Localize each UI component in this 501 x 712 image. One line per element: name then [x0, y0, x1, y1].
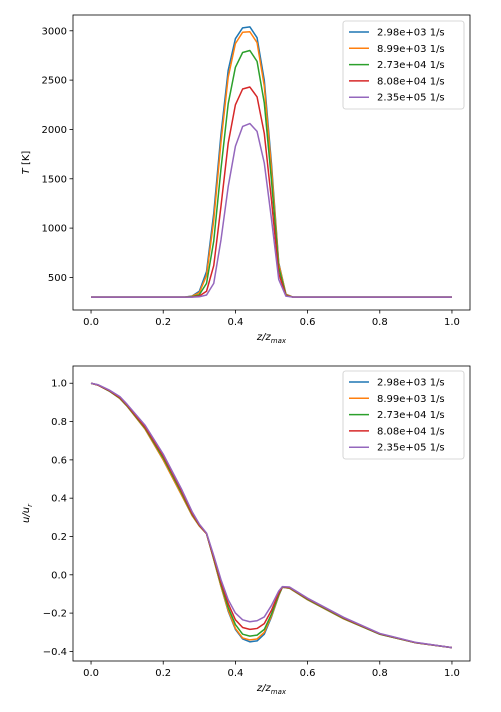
y-tick-label: −0.4: [43, 647, 67, 658]
x-axis-label: z/zmax: [256, 683, 287, 696]
temperature-chart: 0.0 0.2 0.4 0.6 0.8 1.0 500 1000 1500 2000 2500 300…: [21, 14, 471, 345]
legend: 2.98e+03 1/s 8.99e+03 1/s 2.73e+04 1/s 8.08…: [342, 20, 465, 110]
legend-entry: 2.35e+05 1/s: [377, 443, 445, 454]
plot-frame: [72, 365, 471, 662]
y-tick-label: 0.6: [51, 455, 67, 466]
velocity-chart: 0.0 0.2 0.4 0.6 0.8 1.0 −0.4 −0.2 0.0 0.2 0.4 0.6 0.…: [21, 365, 471, 696]
series-line-4: [90, 382, 453, 649]
legend-entry: 8.99e+03 1/s: [377, 394, 445, 405]
x-tick-label: 0.2: [155, 668, 171, 679]
y-tick-label: −0.2: [43, 609, 67, 620]
x-tick-label: 0.4: [227, 317, 243, 328]
legend-box: [342, 20, 465, 110]
x-axis-label: z/zmax: [256, 332, 287, 345]
y-axis-label: u/ur: [21, 503, 34, 523]
legend-entry: 8.08e+04 1/s: [377, 76, 445, 87]
legend-entry: 8.08e+04 1/s: [377, 426, 445, 437]
legend-entry: 2.73e+04 1/s: [377, 410, 445, 421]
legend: 2.98e+03 1/s 8.99e+03 1/s 2.73e+04 1/s 8.08…: [342, 370, 465, 460]
x-tick-label: 0.2: [155, 317, 171, 328]
y-tick-label: 1000: [42, 224, 67, 235]
x-tick-label: 0.0: [83, 668, 99, 679]
y-tick-label: 0.8: [51, 417, 67, 428]
x-tick-label: 0.8: [372, 668, 388, 679]
legend-entry: 2.73e+04 1/s: [377, 60, 445, 71]
legend-box: [342, 370, 465, 460]
y-tick-label: 2500: [42, 76, 67, 87]
x-tick-label: 0.6: [300, 317, 316, 328]
x-tick-label: 1.0: [444, 317, 460, 328]
y-tick-label: 2000: [42, 125, 67, 136]
y-axis-label: T [K]: [21, 151, 32, 175]
x-tick-label: 0.4: [227, 668, 243, 679]
legend-entry: 2.35e+05 1/s: [377, 93, 445, 104]
series-lines: [90, 382, 453, 649]
series-line-4: [91, 122, 452, 298]
y-tick-label: 3000: [42, 26, 67, 37]
plot-frame: [72, 14, 471, 311]
y-tick-label: 0.2: [51, 532, 67, 543]
legend-entry: 8.99e+03 1/s: [377, 44, 445, 55]
x-tick-label: 0.8: [372, 317, 388, 328]
legend-entry: 2.98e+03 1/s: [377, 378, 445, 389]
y-tick-label: 1.0: [51, 379, 67, 390]
y-tick-label: 0.4: [51, 494, 67, 505]
series-line-3: [91, 86, 452, 298]
x-tick-label: 1.0: [444, 668, 460, 679]
y-tick-label: 1500: [42, 174, 67, 185]
legend-entry: 2.98e+03 1/s: [377, 28, 445, 39]
series-lines: [91, 26, 452, 298]
y-tick-label: 0.0: [51, 570, 67, 581]
y-tick-label: 500: [48, 273, 67, 284]
x-tick-label: 0.6: [300, 668, 316, 679]
x-tick-label: 0.0: [83, 317, 99, 328]
